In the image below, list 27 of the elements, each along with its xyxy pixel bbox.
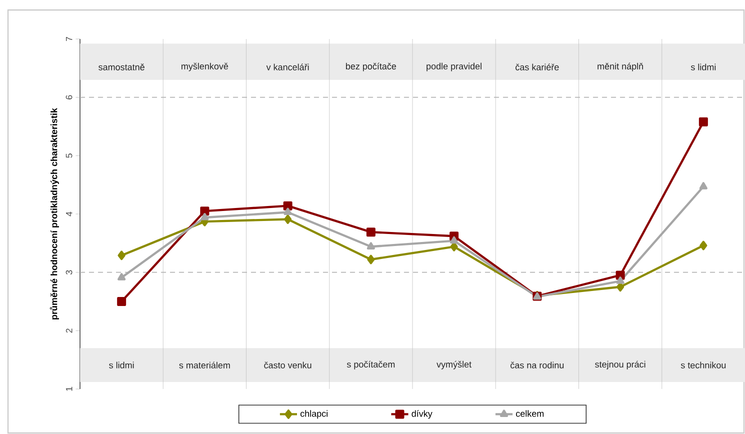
- annotation: měnit náplň: [598, 62, 643, 72]
- y-axis-title: průměrné hodnocení protikladných charakteristik: [50, 108, 59, 320]
- annotation: v kanceláři: [266, 64, 309, 70]
- legend-label: dívky: [412, 410, 432, 419]
- x-tick-label: s lidmi: [109, 362, 134, 368]
- y-tick-label: 3: [66, 270, 72, 274]
- x-tick-label: s technikou: [680, 362, 726, 368]
- annotation: podle pravidel: [426, 62, 482, 72]
- y-tick-label: 5: [66, 154, 72, 158]
- annotation: s lidmi: [690, 64, 716, 70]
- y-tick-label: 1: [66, 386, 72, 391]
- annotation: myšlenkově: [182, 62, 228, 72]
- x-tick-label: s počítačem: [346, 360, 395, 370]
- y-tick-label: 4: [66, 212, 72, 216]
- y-tick-label: 2: [66, 328, 72, 333]
- annotation: bez počítače: [346, 62, 396, 72]
- x-tick-label: čas na rodinu: [510, 362, 564, 368]
- x-tick-label: s materiálem: [179, 362, 230, 368]
- legend-label: celkem: [516, 410, 544, 417]
- annotation: čas kariéře: [516, 64, 559, 70]
- annotation: samostatně: [98, 64, 144, 70]
- y-tick-label: 6: [66, 95, 72, 100]
- legend-label: chlapci: [300, 410, 328, 419]
- y-tick-label: 7: [66, 36, 72, 42]
- x-tick-label: stejnou práci: [595, 360, 646, 370]
- x-tick-label: často venku: [264, 362, 312, 368]
- x-tick-label: vymýšlet: [436, 360, 472, 370]
